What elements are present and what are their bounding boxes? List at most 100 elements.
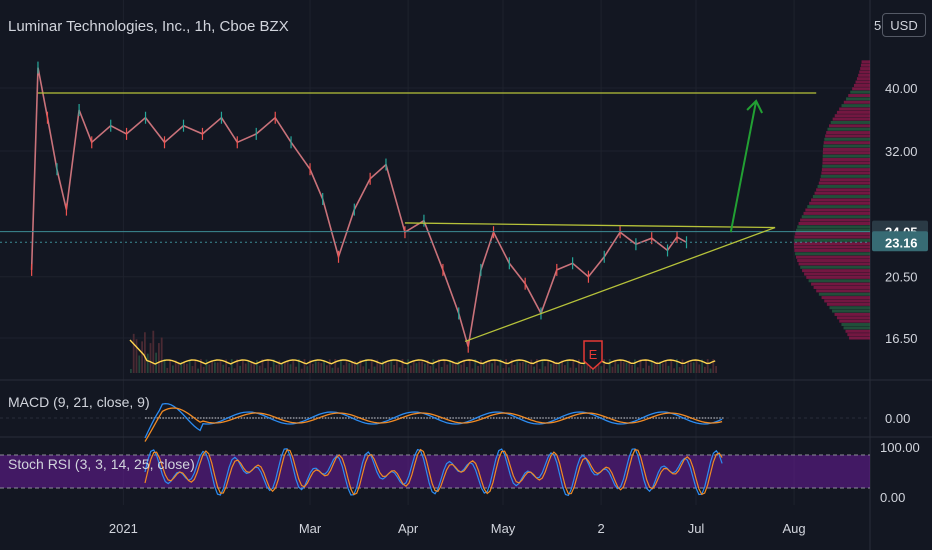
- macd-histogram-bar: [168, 417, 170, 419]
- macd-histogram-bar: [716, 417, 718, 419]
- macd-histogram-bar: [536, 417, 538, 419]
- profile-bin: [795, 232, 870, 236]
- macd-histogram-bar: [501, 417, 504, 419]
- macd-histogram-bar: [321, 417, 324, 419]
- volume-bar: [608, 359, 611, 373]
- volume-bar: [505, 359, 507, 373]
- profile-bin: [843, 100, 870, 104]
- macd-signal-line: [144, 407, 723, 442]
- volume-bar: [496, 365, 499, 373]
- profile-bin: [822, 147, 870, 151]
- volume-bar: [536, 359, 538, 373]
- volume-bar: [664, 360, 667, 373]
- volume-bar: [653, 363, 656, 373]
- volume-bar: [499, 359, 502, 373]
- macd-histogram-bar: [553, 417, 556, 419]
- macd-histogram-bar: [258, 417, 260, 419]
- macd-histogram-bar: [432, 417, 434, 419]
- time-tick-label-4: 2: [597, 521, 604, 536]
- volume-bar: [158, 343, 160, 373]
- volume-bar: [438, 359, 440, 373]
- volume-bar: [681, 359, 684, 373]
- macd-histogram-bar: [243, 417, 246, 419]
- volume-bar: [538, 368, 541, 373]
- macd-histogram-bar: [272, 417, 275, 419]
- volume-bar: [270, 367, 272, 373]
- last-price-label: 23.16: [885, 235, 918, 250]
- macd-histogram-bar: [646, 417, 649, 419]
- macd-histogram-bar: [379, 417, 382, 419]
- macd-histogram-bar: [255, 417, 257, 419]
- axes: 40.0032.0020.5016.5024.0523.1650.00100.0…: [109, 18, 928, 536]
- profile-bin: [797, 259, 870, 263]
- volume-bar: [676, 359, 678, 373]
- volume-bar: [482, 363, 485, 373]
- volume-bar: [144, 332, 146, 373]
- earnings-marker[interactable]: E: [583, 340, 603, 371]
- macd-histogram-bar: [522, 417, 524, 419]
- macd-histogram-bar: [591, 417, 594, 419]
- volume-bar: [600, 366, 603, 373]
- macd-histogram-bar: [423, 417, 425, 419]
- volume-bar: [575, 367, 577, 373]
- macd-histogram-bar: [626, 417, 628, 419]
- volume-bar: [309, 359, 311, 373]
- macd-histogram-bar: [292, 417, 295, 419]
- volume-bar: [278, 360, 281, 373]
- time-tick-label-2: Apr: [398, 521, 419, 536]
- volume-bar: [631, 364, 633, 373]
- time-tick-label-1: Mar: [299, 521, 322, 536]
- time-tick-label-6: Aug: [783, 521, 806, 536]
- volume-bar: [550, 363, 552, 373]
- macd-histogram-bar: [339, 417, 341, 419]
- volume-bar: [390, 360, 393, 373]
- volume-bar: [396, 359, 398, 373]
- volume-bar: [295, 366, 297, 373]
- macd-histogram-bar: [179, 417, 182, 419]
- stoch-tick-label-1: 0.00: [880, 490, 905, 505]
- macd-histogram-bar: [330, 417, 333, 419]
- profile-bin: [794, 238, 870, 242]
- macd-histogram-bar: [200, 417, 202, 419]
- volume-bar: [359, 359, 362, 373]
- volume-bar: [471, 368, 474, 373]
- volume-bar: [197, 368, 199, 373]
- macd-histogram-bar: [693, 417, 695, 419]
- macd-histogram-bar: [527, 417, 530, 419]
- macd-histogram-bar: [263, 417, 266, 419]
- volume-bar: [225, 359, 227, 373]
- profile-bin: [858, 73, 870, 77]
- volume-bar: [323, 360, 325, 373]
- macd-histogram-bar: [614, 417, 617, 419]
- macd-histogram-bar: [542, 417, 544, 419]
- stoch-rsi-label[interactable]: Stoch RSI (3, 3, 14, 25, close): [8, 456, 195, 472]
- volume-bar: [258, 365, 261, 373]
- volume-bar: [522, 362, 524, 373]
- macd-histogram-bar: [345, 417, 347, 419]
- profile-bin: [802, 269, 870, 273]
- macd-label[interactable]: MACD (9, 21, close, 9): [8, 394, 150, 410]
- profile-bin: [845, 329, 870, 333]
- macd-histogram-bar: [562, 417, 565, 419]
- volume-bar: [673, 368, 675, 373]
- volume-bar: [440, 366, 443, 373]
- profile-bin: [832, 309, 870, 313]
- volume-bar: [345, 360, 348, 373]
- macd-histogram-bar: [597, 417, 599, 419]
- macd-histogram-bar: [461, 417, 463, 419]
- volume-bar: [326, 365, 328, 373]
- volume-bar: [244, 363, 247, 373]
- volume-bar: [628, 360, 631, 373]
- volume-bar: [485, 361, 488, 373]
- currency-button[interactable]: USD: [882, 13, 926, 37]
- macd-histogram-bar: [545, 417, 547, 419]
- volume-bar: [449, 360, 451, 373]
- volume-bar: [432, 359, 435, 373]
- profile-bin: [797, 225, 870, 229]
- volume-bar: [138, 355, 141, 373]
- volume-bar: [253, 363, 255, 373]
- volume-bar: [340, 359, 342, 373]
- macd-histogram-bar: [145, 417, 147, 419]
- macd-histogram-bar: [493, 417, 495, 419]
